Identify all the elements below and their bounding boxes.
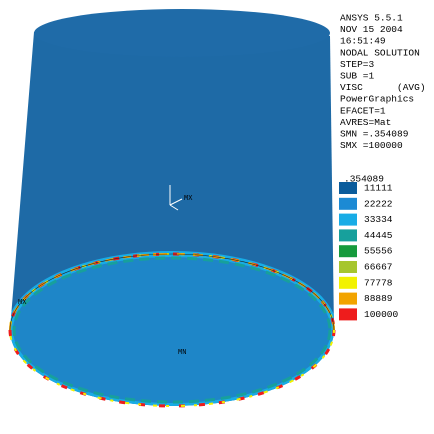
legend-swatch bbox=[339, 277, 357, 289]
legend-label: 88889 bbox=[364, 293, 393, 304]
legend-swatch bbox=[339, 293, 357, 305]
info-line: ANSYS 5.5.1 bbox=[340, 13, 403, 24]
legend-swatch bbox=[339, 261, 357, 273]
info-line: SMN =.354089 bbox=[340, 129, 409, 140]
legend-label: 22222 bbox=[364, 198, 393, 209]
info-line: AVRES=Mat bbox=[340, 117, 391, 128]
legend-label: 11111 bbox=[364, 183, 393, 194]
page: {"header": {"lines": ["ANSYS 5.5.1", "NO… bbox=[0, 0, 434, 429]
cylinder-model bbox=[10, 9, 334, 406]
legend-swatch bbox=[339, 308, 357, 320]
legend-swatch bbox=[339, 214, 357, 226]
info-line: SMX =100000 bbox=[340, 140, 403, 151]
legend: .354089 11111222223333444445555566666777… bbox=[339, 174, 399, 321]
min-marker: MN bbox=[178, 349, 186, 357]
info-line: STEP=3 bbox=[340, 59, 375, 70]
legend-label: 100000 bbox=[364, 309, 399, 320]
legend-swatch bbox=[339, 182, 357, 194]
viewport: MX MN MX ANSYS 5.5.1NOV 15 200416:51:49N… bbox=[0, 0, 434, 429]
info-line: VISC (AVG) bbox=[340, 82, 426, 93]
legend-label: 44445 bbox=[364, 230, 393, 241]
max-marker: MX bbox=[18, 299, 27, 307]
legend-swatch bbox=[339, 198, 357, 210]
legend-label: 66667 bbox=[364, 262, 393, 273]
legend-label: 55556 bbox=[364, 246, 393, 257]
info-line: NOV 15 2004 bbox=[340, 24, 403, 35]
legend-swatch bbox=[339, 229, 357, 241]
legend-label: 77778 bbox=[364, 277, 393, 288]
legend-swatch bbox=[339, 245, 357, 257]
info-line: NODAL SOLUTION bbox=[340, 47, 420, 58]
info-line: EFACET=1 bbox=[340, 105, 386, 116]
info-line: SUB =1 bbox=[340, 71, 375, 82]
info-line: PowerGraphics bbox=[340, 94, 414, 105]
max-marker: MX bbox=[184, 195, 193, 203]
legend-label: 33334 bbox=[364, 214, 393, 225]
info-line: 16:51:49 bbox=[340, 36, 386, 47]
